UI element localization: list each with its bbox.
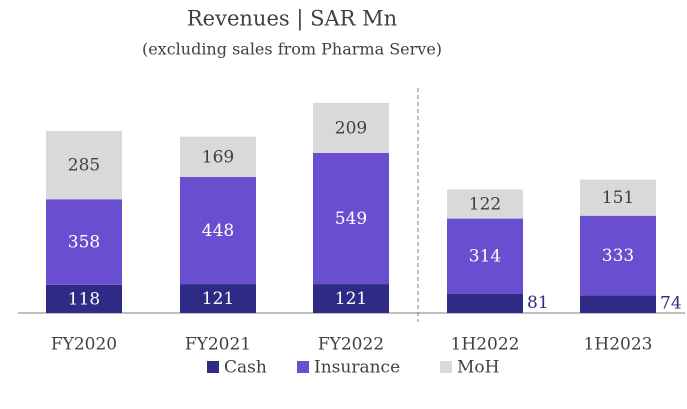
data-label: 285 <box>68 156 100 176</box>
data-label: 314 <box>469 247 501 267</box>
data-label: 121 <box>202 289 234 309</box>
chart-title: Revenues | SAR Mn <box>187 7 397 32</box>
legend-label: Cash <box>224 358 267 378</box>
x-tick-label: FY2020 <box>51 335 117 355</box>
bar-segment <box>447 293 523 313</box>
bar-segment <box>180 177 256 285</box>
bar-segment <box>180 284 256 313</box>
x-tick-label: FY2022 <box>318 335 384 355</box>
data-label: 74 <box>660 294 682 314</box>
data-label: 333 <box>602 246 634 266</box>
bar-segment <box>313 102 389 153</box>
data-label: 358 <box>68 233 100 253</box>
bar-segment <box>313 152 389 285</box>
data-label: 121 <box>335 289 367 309</box>
legend-swatch <box>297 361 309 373</box>
legend-swatch <box>207 361 219 373</box>
data-label: 81 <box>527 293 549 313</box>
x-tick-label: FY2021 <box>185 335 251 355</box>
bar-segment <box>580 215 656 296</box>
chart-subtitle: (excluding sales from Pharma Serve) <box>142 40 442 59</box>
bar-segment <box>580 295 656 313</box>
legend-label: Insurance <box>314 358 400 378</box>
bar-segment <box>46 284 122 313</box>
bar-segment <box>313 284 389 313</box>
x-tick-label: 1H2022 <box>451 335 520 355</box>
data-label: 122 <box>469 195 501 215</box>
data-label: 209 <box>335 118 367 138</box>
legend-label: MoH <box>457 358 499 378</box>
bar-segment <box>46 131 122 200</box>
bar-segment <box>580 179 656 216</box>
bar-segment <box>447 189 523 219</box>
bar-segment <box>180 136 256 178</box>
data-label: 169 <box>202 147 234 167</box>
legend-swatch <box>440 361 452 373</box>
data-label: 549 <box>335 209 367 229</box>
data-label: 118 <box>68 289 100 309</box>
bar-segment <box>46 199 122 285</box>
x-tick-label: 1H2023 <box>584 335 653 355</box>
data-label: 151 <box>602 188 634 208</box>
bar-segment <box>447 218 523 294</box>
data-label: 448 <box>202 221 234 241</box>
